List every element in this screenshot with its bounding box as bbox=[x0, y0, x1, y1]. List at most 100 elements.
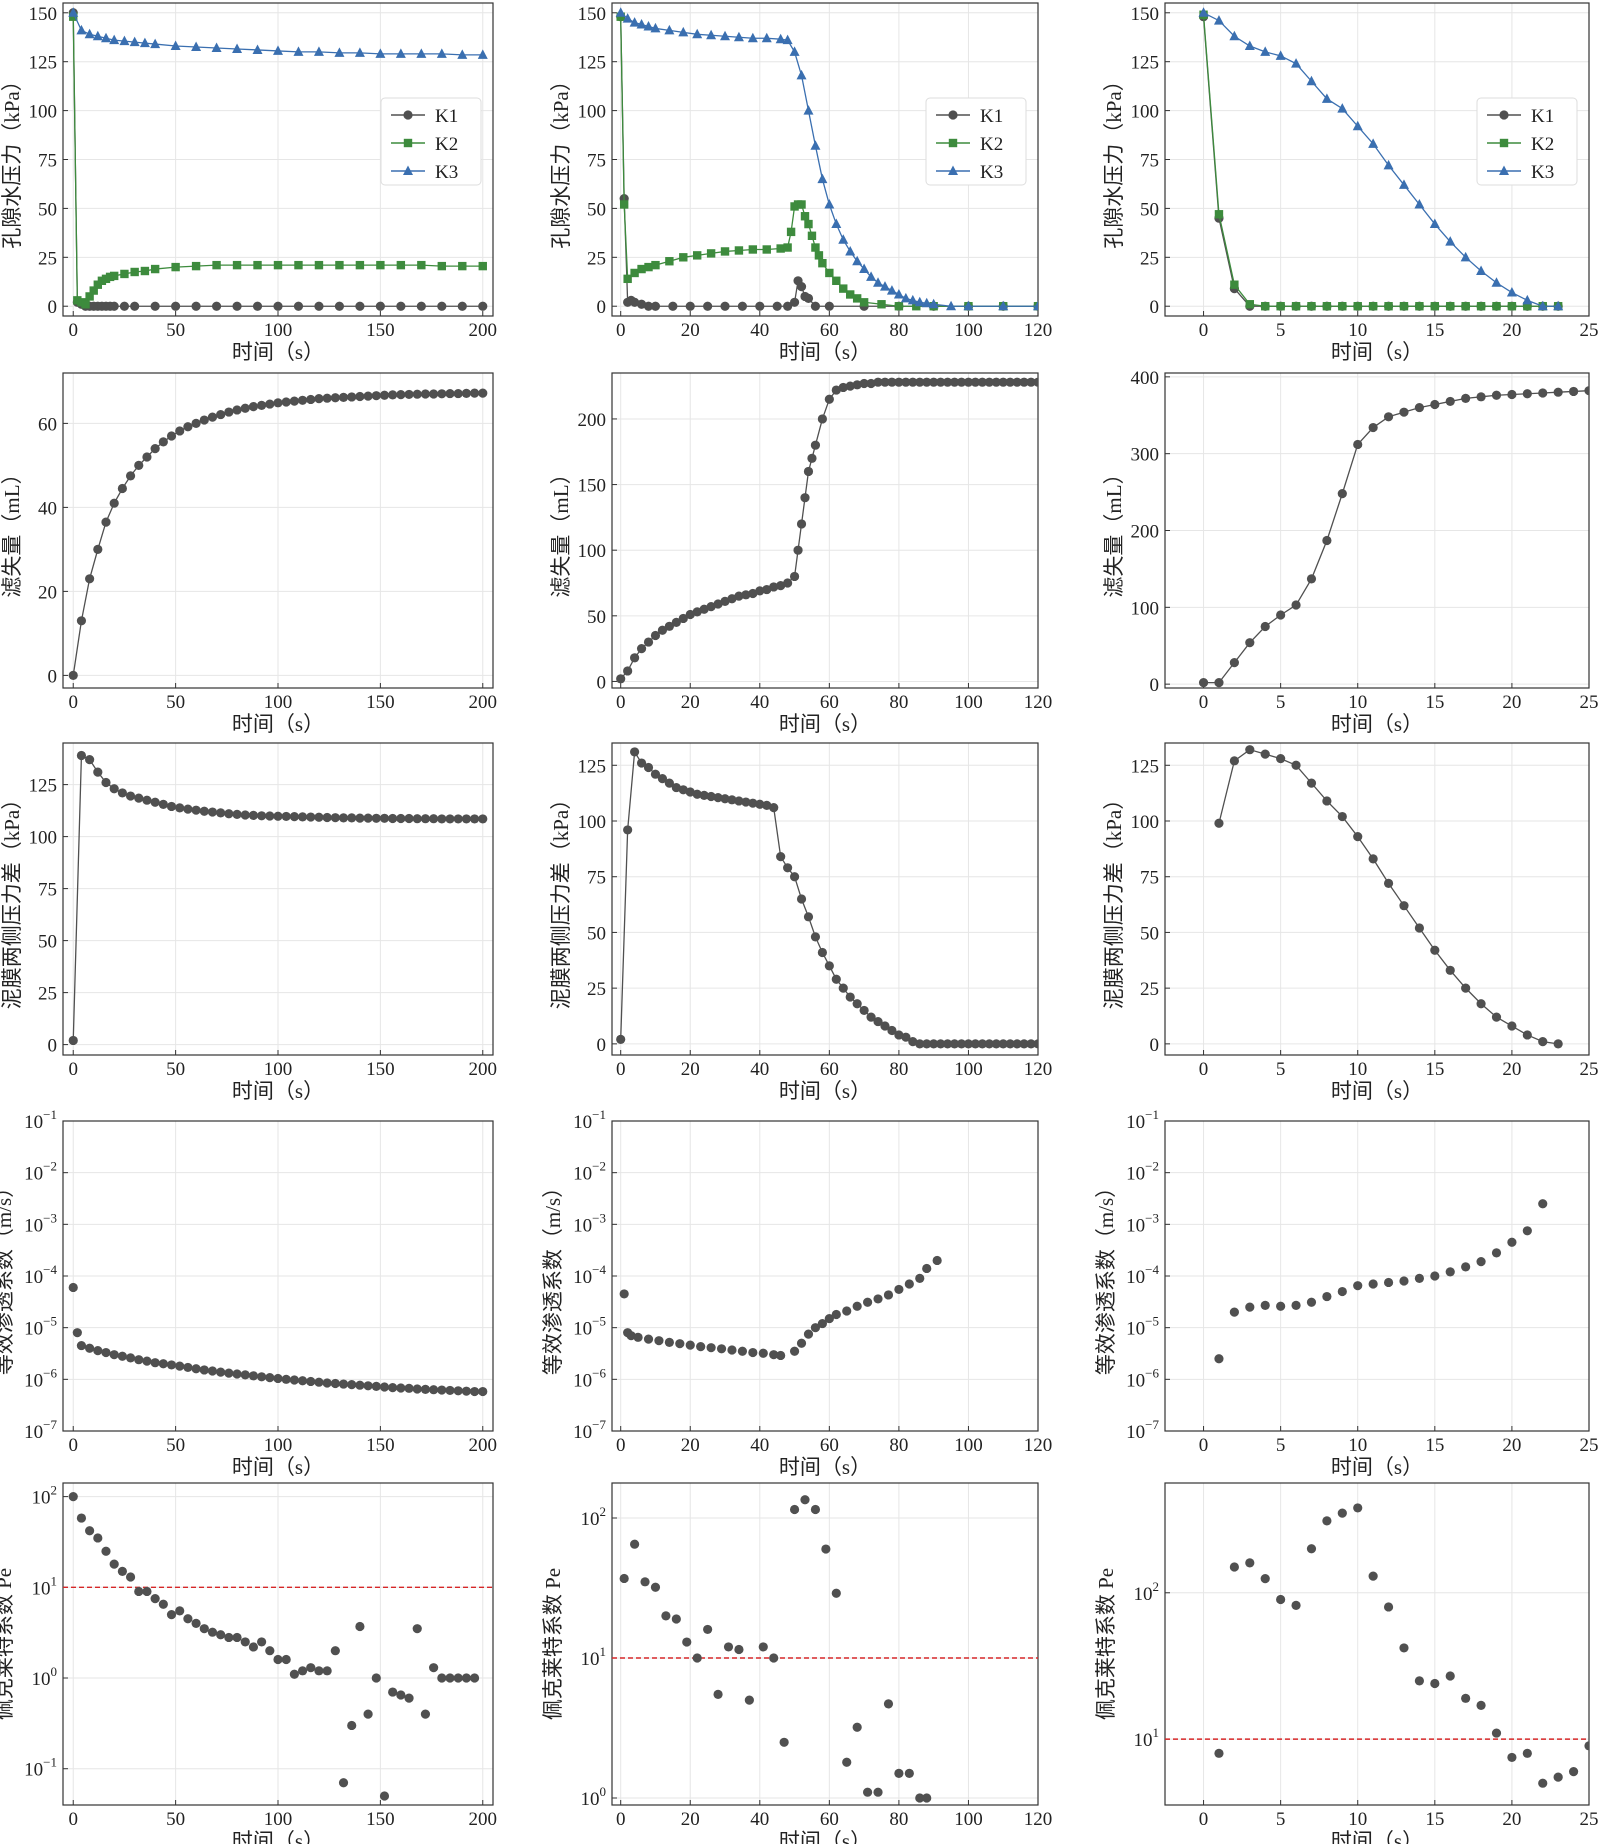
data-point bbox=[248, 810, 259, 820]
data-point bbox=[1414, 198, 1425, 209]
x-tick-label: 150 bbox=[366, 692, 395, 713]
series-group bbox=[1198, 7, 1564, 311]
y-tick-label: 125 bbox=[1131, 756, 1160, 777]
data-point bbox=[831, 385, 841, 395]
data-point bbox=[191, 1364, 201, 1374]
x-tick-label: 60 bbox=[820, 1809, 839, 1830]
x-tick-label: 100 bbox=[264, 1809, 293, 1830]
data-point bbox=[706, 1343, 716, 1353]
x-tick-label: 20 bbox=[681, 320, 700, 341]
x-axis-label: 时间（s） bbox=[232, 1829, 324, 1844]
data-point bbox=[436, 48, 447, 58]
data-point bbox=[183, 1362, 193, 1373]
x-tick-label: 120 bbox=[1024, 692, 1053, 713]
data-point bbox=[894, 377, 904, 387]
data-point bbox=[984, 377, 994, 387]
x-axis-label: 时间（s） bbox=[232, 1079, 324, 1103]
data-point bbox=[842, 1306, 852, 1316]
data-point bbox=[991, 1039, 1001, 1049]
data-point bbox=[1306, 75, 1317, 86]
data-point bbox=[800, 493, 810, 503]
y-tick-label: 0 bbox=[48, 1036, 58, 1057]
data-point bbox=[101, 517, 111, 527]
y-tick-label: 101 bbox=[32, 1573, 58, 1599]
data-point bbox=[894, 1030, 904, 1040]
data-point bbox=[650, 1582, 661, 1592]
data-point bbox=[130, 301, 140, 311]
y-tick-label: 0 bbox=[597, 1035, 607, 1056]
data-point bbox=[803, 912, 814, 922]
data-point bbox=[150, 38, 161, 49]
y-tick-label: 10−6 bbox=[24, 1365, 57, 1391]
data-point bbox=[942, 1039, 953, 1049]
data-point bbox=[461, 388, 471, 398]
data-point bbox=[863, 1787, 873, 1797]
data-point bbox=[347, 1380, 357, 1390]
data-point bbox=[437, 261, 447, 271]
data-point bbox=[713, 793, 723, 803]
data-point bbox=[1398, 179, 1409, 189]
data-point bbox=[685, 609, 695, 620]
data-point bbox=[991, 377, 1001, 387]
data-point bbox=[1491, 390, 1502, 400]
data-point bbox=[257, 1637, 267, 1647]
y-tick-label: 10−3 bbox=[573, 1210, 606, 1236]
data-point bbox=[330, 813, 340, 823]
data-point bbox=[863, 1297, 873, 1307]
data-point bbox=[1005, 377, 1015, 387]
data-point bbox=[818, 258, 827, 268]
y-tick-label: 50 bbox=[587, 923, 606, 944]
x-tick-label: 100 bbox=[264, 1435, 293, 1456]
x-tick-label: 10 bbox=[1348, 692, 1367, 713]
data-point bbox=[839, 284, 848, 293]
data-point bbox=[783, 578, 793, 588]
data-point bbox=[142, 795, 152, 805]
data-point bbox=[1019, 1039, 1029, 1049]
data-point bbox=[1584, 386, 1589, 396]
data-point bbox=[630, 653, 640, 663]
data-point bbox=[723, 1642, 734, 1652]
series-group bbox=[68, 1282, 488, 1397]
data-point bbox=[1568, 1767, 1579, 1777]
data-point bbox=[1384, 302, 1393, 311]
plot-frame bbox=[611, 372, 1039, 689]
data-point bbox=[171, 301, 181, 311]
data-point bbox=[963, 377, 974, 387]
data-point bbox=[388, 390, 398, 400]
data-point bbox=[207, 412, 218, 422]
data-point bbox=[265, 399, 275, 409]
series-group bbox=[619, 1495, 932, 1803]
y-tick-label: 200 bbox=[578, 410, 607, 431]
data-point bbox=[1368, 854, 1378, 864]
data-point bbox=[852, 1301, 862, 1311]
y-tick-label: 100 bbox=[1131, 598, 1160, 619]
x-axis-label: 时间（s） bbox=[232, 712, 324, 736]
x-tick-label: 100 bbox=[954, 1059, 983, 1080]
data-point bbox=[679, 253, 688, 262]
data-point bbox=[817, 947, 827, 958]
chart-panel-r4c0: 0 50 100 150 200 10−1 100 101 102 时间（s） 佩克莱特系数 Pe bbox=[0, 1482, 497, 1844]
chart-panel-r2c2: 0 5 10 15 20 25 0 25 50 75 100 125 时间（s） 泥膜两侧压力差（kPa） bbox=[1102, 742, 1599, 1103]
data-point bbox=[817, 1318, 827, 1329]
data-point bbox=[207, 807, 218, 817]
data-point bbox=[1476, 265, 1487, 276]
data-point bbox=[762, 584, 772, 595]
data-point bbox=[758, 1642, 768, 1652]
data-point bbox=[1033, 377, 1038, 387]
data-point bbox=[388, 1383, 398, 1393]
series-group bbox=[1214, 1199, 1548, 1364]
data-point bbox=[1523, 302, 1532, 311]
data-point bbox=[1229, 756, 1239, 766]
data-point bbox=[1245, 1302, 1255, 1312]
data-point bbox=[633, 1332, 643, 1342]
data-point bbox=[313, 46, 324, 56]
data-point bbox=[232, 1369, 242, 1379]
data-point bbox=[845, 245, 856, 256]
data-point bbox=[1368, 422, 1378, 433]
data-point bbox=[880, 377, 890, 387]
y-tick-label: 25 bbox=[1140, 248, 1159, 269]
data-point bbox=[248, 1371, 259, 1381]
series-group bbox=[68, 7, 488, 311]
data-point bbox=[134, 1586, 144, 1597]
data-point bbox=[355, 301, 365, 311]
